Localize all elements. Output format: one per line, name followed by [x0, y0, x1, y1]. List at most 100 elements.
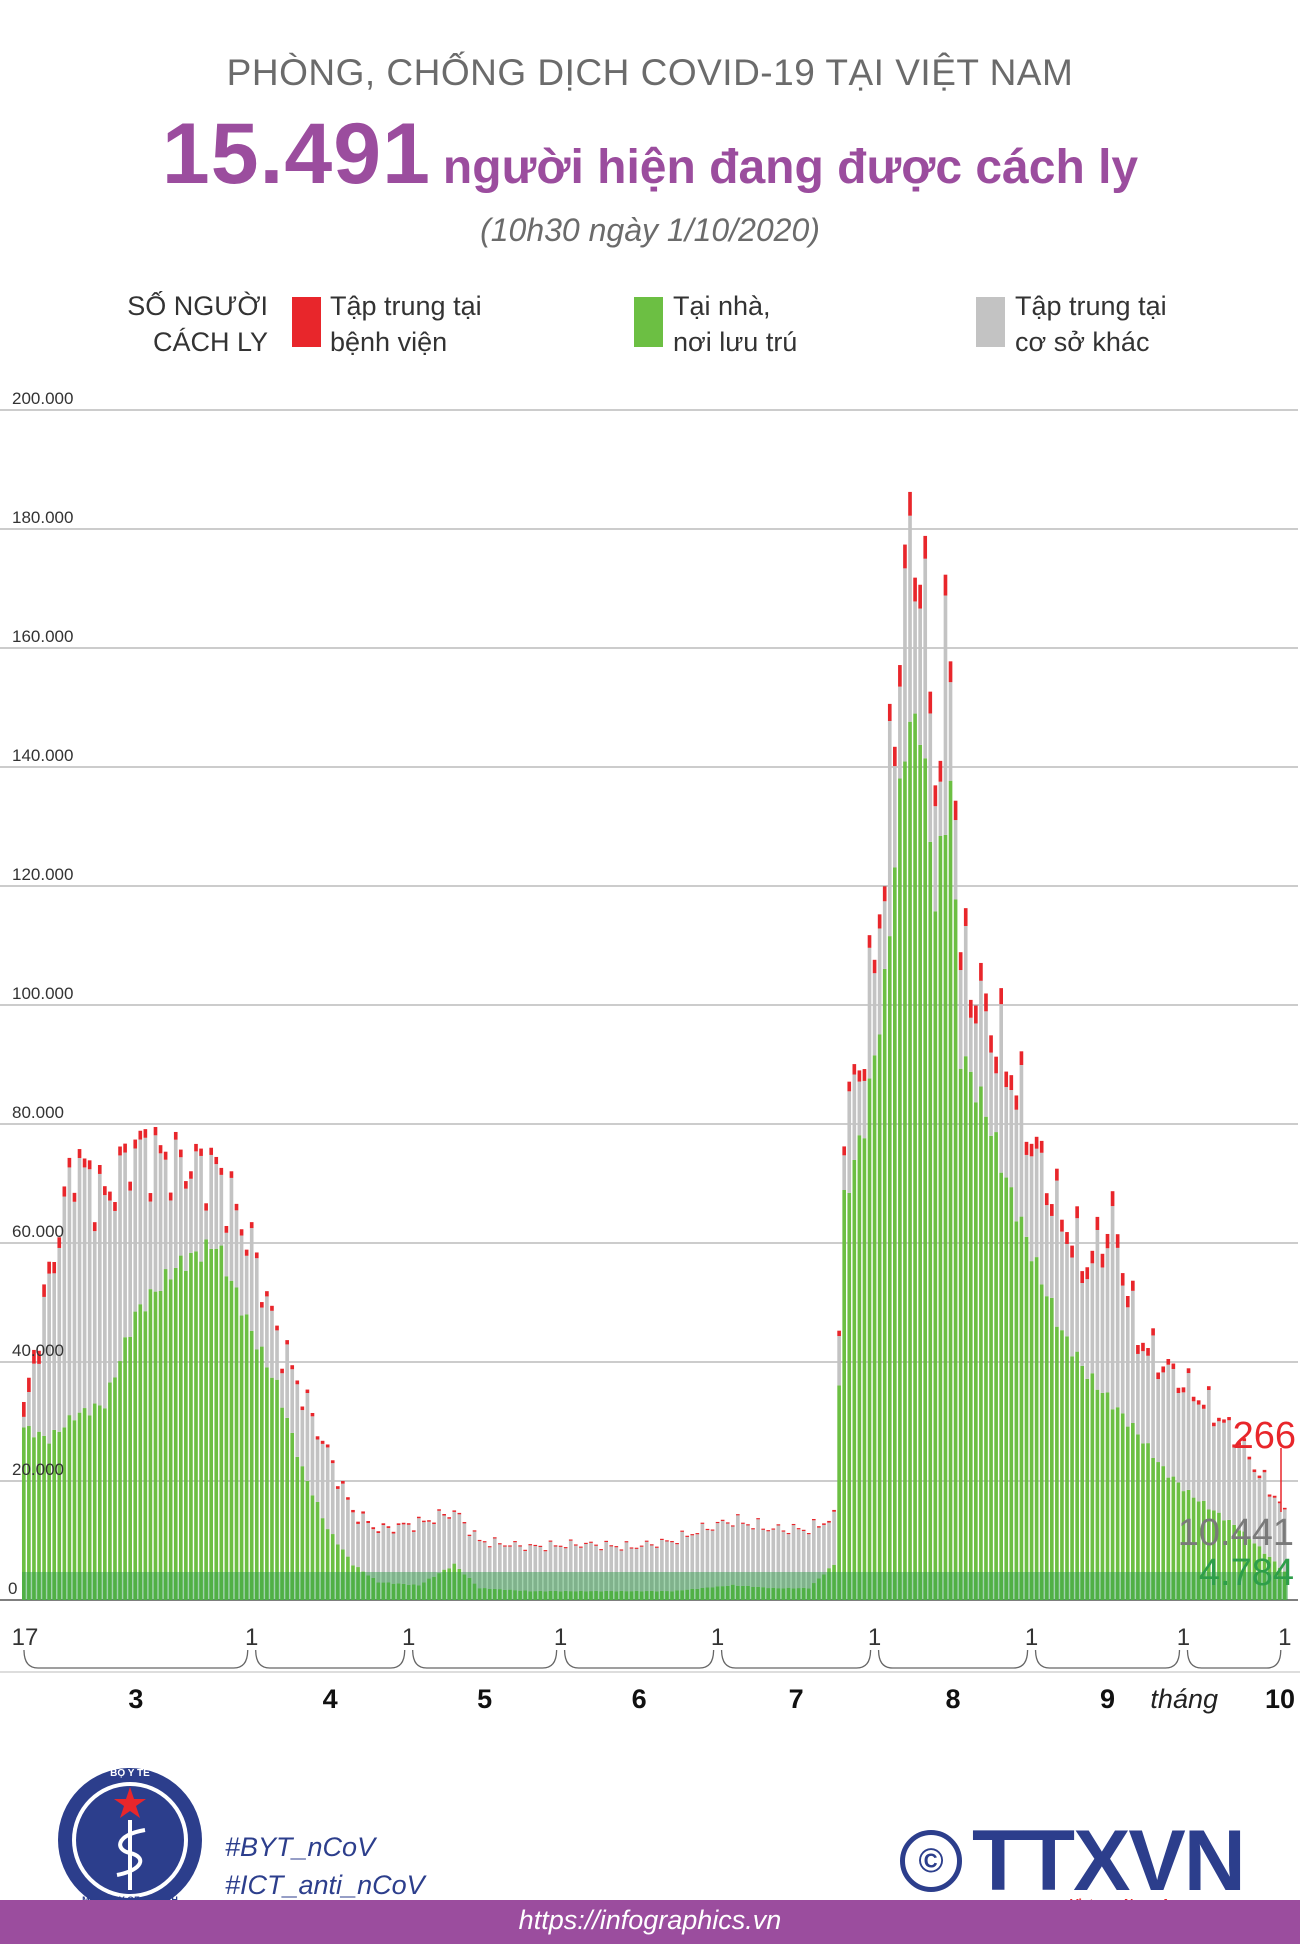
bar-home — [933, 911, 938, 1600]
bar-home — [1141, 1443, 1145, 1600]
bar-home — [138, 1304, 143, 1600]
bar-other — [665, 1541, 669, 1592]
bar-other — [341, 1483, 345, 1550]
bar-home — [401, 1583, 406, 1600]
bar-other — [634, 1548, 639, 1591]
bar-hospital — [386, 1526, 391, 1528]
bar-home — [857, 1135, 862, 1600]
bar-other — [994, 1073, 998, 1133]
bar-home — [1277, 1567, 1282, 1600]
bar-home — [356, 1567, 360, 1600]
bar-hospital — [178, 1149, 183, 1158]
bar-hospital — [720, 1519, 725, 1521]
bar-hospital — [72, 1192, 77, 1202]
bar-hospital — [492, 1537, 497, 1539]
bar-other — [416, 1518, 421, 1586]
bar-hospital — [194, 1143, 198, 1152]
bar-home — [189, 1252, 193, 1600]
bar-home — [1257, 1546, 1262, 1600]
bar-home — [624, 1591, 629, 1600]
bar-hospital — [867, 935, 872, 948]
bar-hospital — [325, 1444, 330, 1448]
bar-hospital — [614, 1546, 619, 1548]
bar-other — [827, 1522, 831, 1569]
bar-hospital — [893, 746, 897, 767]
timestamp: (10h30 ngày 1/10/2020) — [480, 212, 820, 248]
bar-home — [1049, 1297, 1054, 1600]
month-label: 3 — [128, 1684, 143, 1714]
bar-home — [705, 1587, 710, 1600]
bar-other — [386, 1527, 391, 1583]
bar-hospital — [437, 1509, 441, 1511]
bar-home — [77, 1412, 82, 1600]
bar-hospital — [1151, 1328, 1155, 1336]
bar-hospital — [67, 1157, 72, 1168]
bar-home — [1065, 1336, 1069, 1600]
bar-hospital — [52, 1261, 57, 1274]
legend-other-line1: Tập trung tại — [1015, 291, 1167, 321]
bar-home — [1171, 1476, 1176, 1600]
bar-other — [1257, 1478, 1262, 1547]
bar-other — [822, 1524, 826, 1575]
bar-hospital — [730, 1525, 735, 1527]
bar-hospital — [270, 1305, 274, 1311]
bar-other — [305, 1393, 310, 1481]
bar-other — [933, 806, 938, 912]
bar-home — [462, 1574, 467, 1600]
bar-other — [1206, 1390, 1211, 1510]
bar-hospital — [1166, 1359, 1171, 1365]
bar-hospital — [356, 1521, 360, 1524]
bar-hospital — [751, 1528, 755, 1530]
bar-home — [725, 1585, 730, 1600]
bar-other — [963, 926, 968, 1057]
bar-hospital — [913, 577, 917, 602]
bar-hospital — [320, 1440, 325, 1444]
bar-hospital — [37, 1350, 41, 1364]
bar-home — [1085, 1378, 1090, 1600]
bar-hospital — [761, 1528, 765, 1530]
bar-other — [22, 1416, 26, 1428]
bar-home — [103, 1408, 107, 1600]
x-tick-label: 1 — [1278, 1624, 1291, 1651]
bar-other — [776, 1525, 781, 1589]
bar-home — [254, 1349, 259, 1600]
bar-other — [923, 558, 928, 759]
bar-other — [1110, 1206, 1115, 1410]
bar-other — [1105, 1248, 1110, 1393]
bar-other — [108, 1200, 112, 1383]
bar-hospital — [589, 1541, 593, 1543]
bar-hospital — [97, 1165, 102, 1174]
bar-hospital — [92, 1222, 97, 1232]
bar-home — [87, 1415, 92, 1600]
bar-other — [903, 568, 907, 762]
bar-hospital — [341, 1481, 345, 1484]
bar-home — [199, 1261, 203, 1600]
bar-other — [1029, 1156, 1034, 1262]
bar-home — [867, 1078, 872, 1600]
bar-hospital — [746, 1524, 750, 1526]
bar-home — [1080, 1365, 1085, 1600]
bar-other — [958, 970, 963, 1069]
bar-hospital — [994, 1056, 998, 1074]
bar-other — [163, 1159, 168, 1270]
header-kicker: PHÒNG, CHỐNG DỊCH COVID-19 TẠI VIỆT NAM — [226, 52, 1074, 93]
bar-hospital — [872, 959, 877, 974]
stacked-bar-chart: 0 20.000 40.000 60.000 80.000 100.000 120.000 1… — [0, 390, 1300, 1714]
bar-other — [1125, 1307, 1130, 1427]
bar-hospital — [108, 1191, 112, 1201]
bar-home — [411, 1584, 416, 1600]
bar-hospital — [1272, 1495, 1277, 1498]
bar-home — [123, 1337, 127, 1600]
bar-home — [776, 1588, 781, 1600]
bar-hospital — [817, 1526, 821, 1528]
bar-hospital — [533, 1544, 538, 1547]
bar-other — [1004, 1087, 1009, 1178]
bar-hospital — [979, 962, 983, 981]
bar-home — [305, 1480, 310, 1600]
bar-other — [1247, 1459, 1252, 1540]
bar-other — [128, 1190, 132, 1337]
bar-other — [832, 1511, 836, 1565]
bar-other — [133, 1148, 138, 1312]
bar-other — [948, 682, 953, 781]
bar-hospital — [133, 1139, 138, 1149]
